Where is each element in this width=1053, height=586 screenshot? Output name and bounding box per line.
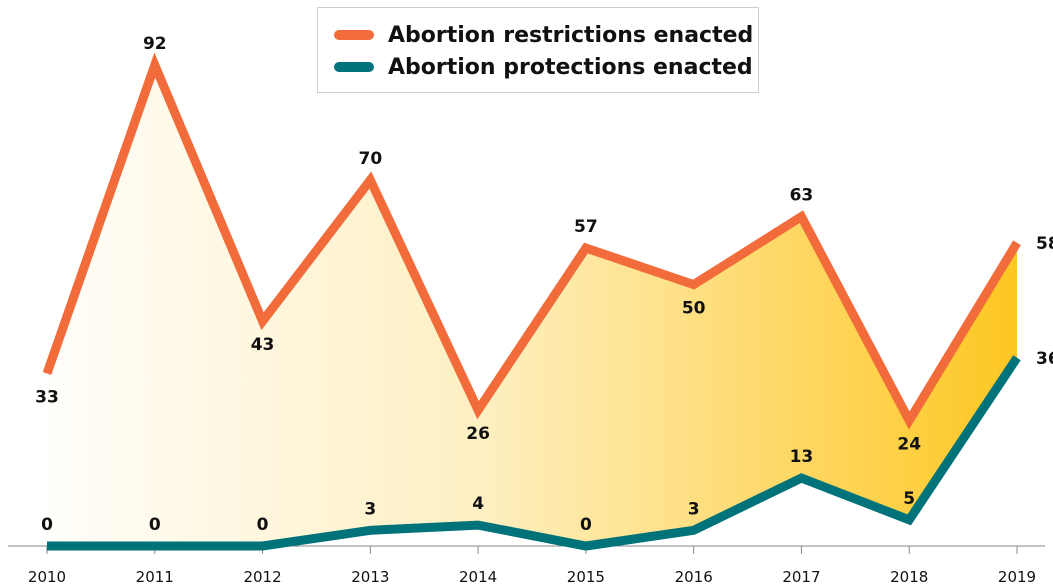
x-tick-label: 2013 <box>351 568 389 586</box>
x-axis-ticks: 2010 2011 2012 2013 2014 2015 2016 2017 2018 2019 <box>28 546 1036 586</box>
x-tick-label: 2012 <box>243 568 281 586</box>
x-tick-label: 2014 <box>459 568 497 586</box>
legend-swatch-restrictions <box>334 30 374 40</box>
data-label-restrictions: 26 <box>466 424 490 444</box>
legend-label-restrictions: Abortion restrictions enacted <box>388 22 754 48</box>
data-label-protections: 3 <box>688 499 700 519</box>
series-line-restrictions <box>42 52 1021 430</box>
data-label-protections: 0 <box>257 515 269 535</box>
x-tick-label: 2018 <box>890 568 928 586</box>
data-label-restrictions: 43 <box>251 335 275 355</box>
data-label-protections: 5 <box>903 489 915 509</box>
legend-label-protections: Abortion protections enacted <box>388 54 753 80</box>
data-label-restrictions: 33 <box>35 387 59 407</box>
data-labels: 33 92 43 70 26 57 50 63 24 58 0 0 0 3 4 0 3 13 5 36 <box>35 34 1053 535</box>
data-label-restrictions: 24 <box>897 435 921 455</box>
x-tick-label: 2010 <box>28 568 66 586</box>
series-lines <box>42 52 1021 551</box>
data-label-restrictions: 50 <box>682 299 706 319</box>
data-label-protections: 4 <box>472 494 484 514</box>
legend-item-restrictions: Abortion restrictions enacted <box>334 20 753 50</box>
data-label-protections: 0 <box>580 515 592 535</box>
x-tick-label: 2015 <box>567 568 605 586</box>
data-label-restrictions: 57 <box>574 217 598 237</box>
data-label-restrictions: 92 <box>143 34 167 54</box>
x-tick-label: 2017 <box>782 568 820 586</box>
data-label-protections: 3 <box>364 499 376 519</box>
data-label-restrictions: 63 <box>790 186 814 206</box>
series-line-protections <box>47 355 1021 551</box>
fill-between-area <box>47 65 1017 546</box>
data-label-protections: 13 <box>790 447 814 467</box>
legend-swatch-protections <box>334 62 374 72</box>
data-label-protections: 36 <box>1036 349 1053 369</box>
legend: Abortion restrictions enacted Abortion p… <box>317 7 759 93</box>
data-label-restrictions: 70 <box>358 149 382 169</box>
x-tick-label: 2016 <box>675 568 713 586</box>
x-tick-label: 2019 <box>998 568 1036 586</box>
legend-item-protections: Abortion protections enacted <box>334 52 753 82</box>
data-label-protections: 0 <box>41 515 53 535</box>
data-label-restrictions: 58 <box>1036 234 1053 254</box>
data-label-protections: 0 <box>149 515 161 535</box>
x-tick-label: 2011 <box>136 568 174 586</box>
